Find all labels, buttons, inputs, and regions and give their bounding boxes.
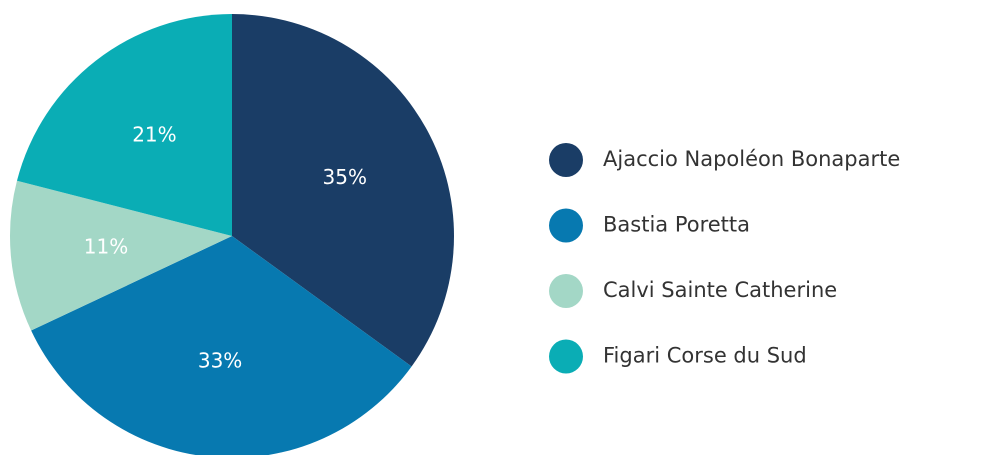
slice-label: 11%: [84, 234, 128, 258]
pie-slice: [232, 14, 454, 367]
pie-slice: [16, 14, 233, 236]
pie-slice: [9, 180, 233, 331]
legend-label: Figari Corse du Sud: [603, 344, 807, 368]
legend-swatch: [549, 143, 583, 177]
slice-label: 21%: [132, 123, 176, 147]
pie-slice: [31, 236, 412, 455]
legend-swatch: [549, 339, 583, 374]
legend-label: Bastia Poretta: [603, 213, 750, 237]
slice-label: 33%: [198, 348, 242, 372]
legend-swatch: [549, 274, 583, 308]
legend-swatch: [549, 208, 583, 243]
legend-label: Ajaccio Napoléon Bonaparte: [603, 147, 900, 171]
legend-label: Calvi Sainte Catherine: [603, 278, 837, 302]
slice-label: 35%: [323, 165, 367, 189]
